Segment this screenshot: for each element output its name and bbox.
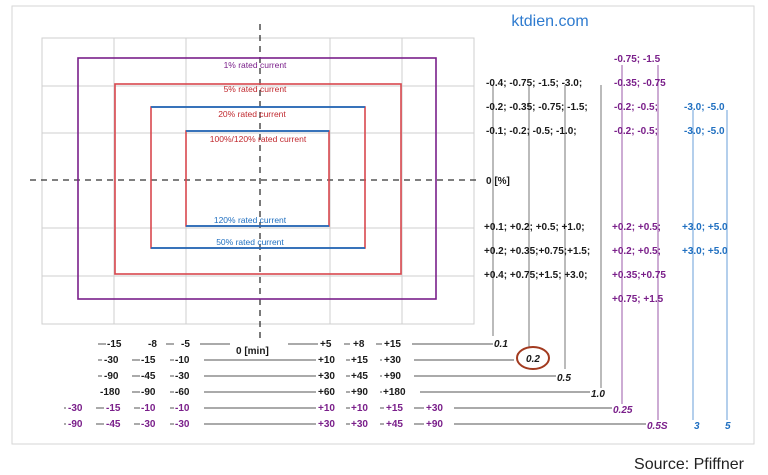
t6-n2: -45 [106,419,121,430]
upper-row1-purple: -0.35; -0.75 [614,78,666,89]
t2-p1: +10 [318,355,335,366]
t6-n4: -30 [175,419,190,430]
upper-row2-purple: -0.2; -0.5; [614,102,658,113]
label-120pct: 120% rated current [214,215,287,225]
t4-p1: +60 [318,387,335,398]
upper-top-purple: -0.75; -1.5 [614,54,661,65]
t4-n1: -180 [100,387,120,398]
class-5-label: 5 [725,421,731,432]
lower-row1-purple: +0.2; +0.5; [612,222,661,233]
t4-p3: +180 [383,387,406,398]
lower-row1-black: +0.1; +0.2; +0.5; +1.0; [484,222,585,233]
lower-row3-black: +0.4; +0.75;+1.5; +3.0; [484,270,587,281]
t5-p3: +15 [386,403,403,414]
t3-n2: -45 [141,371,156,382]
t2-p3: +30 [384,355,401,366]
t3-p3: +90 [384,371,401,382]
highlight-ellipse [516,346,550,370]
upper-row3-black: -0.1; -0.2; -0.5; -1.0; [486,126,577,137]
t4-n2: -90 [141,387,156,398]
grid [41,37,475,325]
lower-row1-blue: +3.0; +5.0 [682,222,728,233]
lower-row2-purple: +0.2; +0.5; [612,246,661,257]
t6-n3: -30 [141,419,156,430]
t6-n1: -90 [68,419,83,430]
t1-n2: -8 [148,339,157,350]
t5-p1: +10 [318,403,335,414]
t5-n1: -30 [68,403,83,414]
t5-p4: +30 [426,403,443,414]
t3-n1: -90 [104,371,119,382]
label-5pct: 5% rated current [224,84,287,94]
t3-end: 0.5 [557,373,571,384]
zero-percent-label: 0 [%] [486,176,510,187]
t1-p1: +5 [320,339,332,350]
t5-n4: -10 [175,403,190,414]
t5-n2: -15 [106,403,121,414]
lower-row3-purple: +0.35;+0.75 [612,270,666,281]
label-100pct: 100%/120% rated current [210,134,307,144]
t6-end: 0.5S [647,421,668,432]
upper-row3-purple: -0.2; -0.5; [614,126,658,137]
t5-n3: -10 [141,403,156,414]
watermark: ktdien.com [511,13,588,30]
t1-p2: +8 [353,339,365,350]
box-1pct [77,57,437,300]
t1-p3: +15 [384,339,401,350]
lower-row2-black: +0.2; +0.35;+0.75;+1.5; [484,246,590,257]
t5-p2: +10 [351,403,368,414]
t2-n2: -15 [141,355,156,366]
t2-end: 0.2 [526,354,540,365]
source-caption: Source: Pfiffner [634,456,745,473]
t6-p2: +30 [351,419,368,430]
t3-p1: +30 [318,371,335,382]
t2-n3: -10 [175,355,190,366]
label-50pct: 50% rated current [216,237,284,247]
time-rows: -15 -8 -5 +5 +8 +15 0.1 0 [min] -30 -15 … [66,336,731,432]
t3-p2: +45 [351,371,368,382]
t3-n3: -30 [175,371,190,382]
label-1pct: 1% rated current [224,60,287,70]
t1-end: 0.1 [494,339,508,350]
t5-end: 0.25 [613,405,633,416]
t1-n3: -5 [181,339,190,350]
value-column-lines [492,65,728,420]
label-20pct: 20% rated current [218,109,286,119]
t1-n1: -15 [107,339,122,350]
lower-bottom-purple: +0.75; +1.5 [612,294,664,305]
t2-n1: -30 [104,355,119,366]
lower-row2-blue: +3.0; +5.0 [682,246,728,257]
t2-p2: +15 [351,355,368,366]
t6-p4: +90 [426,419,443,430]
box-5pct [114,83,402,275]
zero-min-label: 0 [min] [236,346,269,357]
class-3-label: 3 [694,421,700,432]
upper-row3-blue: -3.0; -5.0 [684,126,725,137]
t6-p3: +45 [386,419,403,430]
t6-p1: +30 [318,419,335,430]
upper-row2-black: -0.2; -0.35; -0.75; -1.5; [486,102,588,113]
t4-n3: -60 [175,387,190,398]
t4-p2: +90 [351,387,368,398]
upper-row2-blue: -3.0; -5.0 [684,102,725,113]
t4-end: 1.0 [591,389,605,400]
upper-row1-black: -0.4; -0.75; -1.5; -3.0; [486,78,582,89]
